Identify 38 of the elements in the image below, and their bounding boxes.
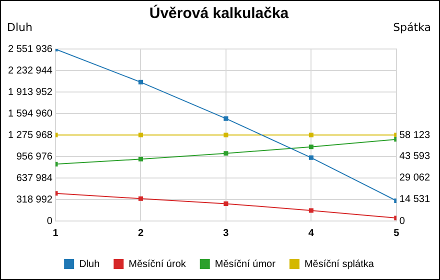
y2-tick-label: 29 062 <box>399 172 430 184</box>
point <box>308 144 314 150</box>
x-tick-label: 5 <box>394 228 400 239</box>
legend-label: Měsíční splátka <box>304 258 374 270</box>
y2-tick-label: 14 531 <box>399 194 430 206</box>
legend-label: Měsíční úmor <box>214 258 276 270</box>
y-axis-title: Dluh <box>7 21 32 34</box>
point <box>308 208 314 213</box>
legend-label: Měsíční úrok <box>128 258 187 270</box>
y-tick-label: 1 913 952 <box>8 86 53 98</box>
y-tick-label: 2 551 936 <box>8 44 53 55</box>
point <box>224 201 228 206</box>
y-tick-label: 2 232 944 <box>8 65 53 76</box>
point <box>224 151 228 156</box>
point <box>224 132 228 138</box>
legend-label: Dluh <box>79 258 100 270</box>
x-tick-label: 4 <box>308 228 314 239</box>
y2-tick-label: 58 123 <box>399 130 430 141</box>
point <box>138 156 143 162</box>
point <box>138 80 143 84</box>
point <box>224 116 228 121</box>
y-tick-label: 0 <box>46 216 53 227</box>
y-tick-label: 956 976 <box>16 151 53 162</box>
y-tick-label: 1 275 968 <box>8 130 53 141</box>
x-tick-label: 1 <box>52 228 59 239</box>
x-tick-label: 2 <box>138 228 144 239</box>
y-tick-label: 318 992 <box>16 194 53 206</box>
y-tick-label: 1 594 960 <box>8 108 53 120</box>
y2-axis-title: Spátka <box>393 21 431 34</box>
point <box>308 155 314 160</box>
x-tick-label: 3 <box>223 228 230 239</box>
point <box>138 132 143 138</box>
y2-tick-label: 0 <box>399 216 406 227</box>
point <box>138 196 143 201</box>
chart-title: Úvěrová kalkulačka <box>149 4 290 22</box>
point <box>308 132 314 138</box>
y2-tick-label: 43 593 <box>399 151 430 162</box>
y-tick-label: 637 984 <box>16 172 53 184</box>
